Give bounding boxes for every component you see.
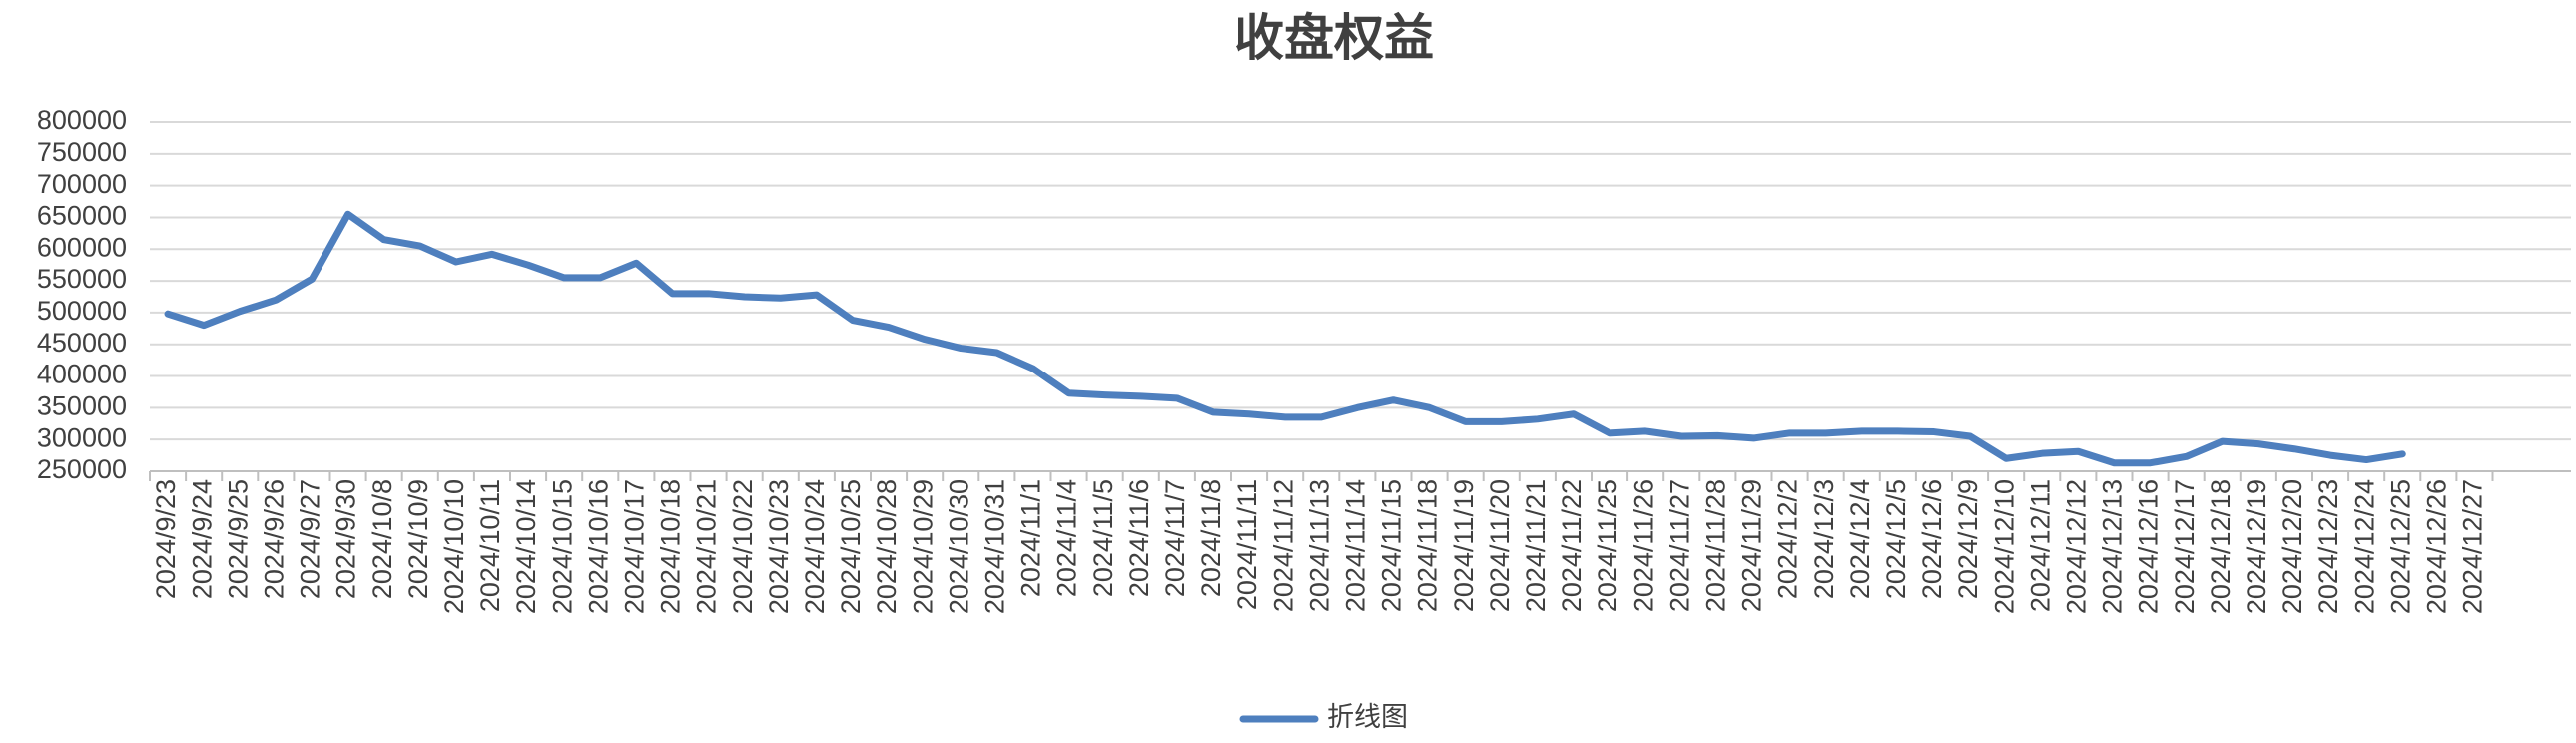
x-tick-label: 2024/11/5: [1088, 479, 1118, 597]
x-tick-label: 2024/10/10: [439, 479, 469, 614]
x-tick-label: 2024/9/23: [151, 479, 181, 599]
x-tick-label: 2024/12/23: [2313, 479, 2343, 614]
x-tick-label: 2024/11/15: [1377, 479, 1407, 612]
x-tick-label: 2024/11/20: [1485, 479, 1515, 612]
x-tick-label: 2024/10/9: [403, 479, 433, 599]
y-tick-label: 300000: [37, 422, 127, 452]
x-tick-label: 2024/12/24: [2349, 479, 2379, 614]
x-tick-label: 2024/11/18: [1413, 479, 1443, 612]
y-tick-label: 250000: [37, 454, 127, 484]
x-tick-label: 2024/11/19: [1449, 479, 1479, 612]
x-tick-label: 2024/9/27: [296, 479, 325, 599]
y-tick-label: 550000: [37, 264, 127, 294]
x-tick-label: 2024/10/14: [511, 479, 541, 614]
x-tick-label: 2024/9/26: [259, 479, 289, 599]
x-tick-label: 2024/12/12: [2061, 479, 2091, 614]
y-tick-label: 500000: [37, 296, 127, 326]
x-tick-label: 2024/12/19: [2242, 479, 2271, 614]
x-tick-label: 2024/10/11: [475, 479, 505, 612]
y-tick-label: 350000: [37, 390, 127, 420]
x-tick-label: 2024/10/29: [908, 479, 938, 614]
x-tick-label: 2024/11/29: [1737, 479, 1767, 612]
chart-title: 收盘权益: [1234, 10, 1434, 66]
x-tick-label: 2024/12/2: [1773, 479, 1803, 599]
x-tick-label: 2024/11/8: [1196, 479, 1226, 597]
x-tick-label: 2024/11/12: [1268, 479, 1298, 612]
x-tick-label: 2024/12/4: [1845, 479, 1875, 599]
x-tick-label: 2024/11/28: [1700, 479, 1730, 612]
x-tick-label: 2024/11/25: [1593, 479, 1622, 612]
x-tick-label: 2024/12/6: [1917, 479, 1947, 599]
x-tick-label: 2024/10/21: [692, 479, 722, 614]
x-tick-label: 2024/12/9: [1953, 479, 1983, 599]
y-tick-label: 450000: [37, 328, 127, 358]
x-tick-label: 2024/9/30: [331, 479, 361, 599]
x-tick-label: 2024/12/17: [2170, 479, 2200, 614]
x-tick-label: 2024/10/30: [944, 479, 973, 614]
y-tick-label: 600000: [37, 232, 127, 262]
x-tick-label: 2024/12/20: [2277, 479, 2307, 614]
y-tick-label: 400000: [37, 360, 127, 389]
x-tick-label: 2024/9/24: [187, 479, 217, 599]
x-tick-label: 2024/10/18: [656, 479, 686, 614]
x-tick-label: 2024/10/8: [367, 479, 397, 599]
x-tick-label: 2024/11/22: [1557, 479, 1587, 612]
x-tick-label: 2024/10/28: [872, 479, 902, 614]
x-tick-label: 2024/10/23: [764, 479, 794, 614]
x-tick-label: 2024/12/11: [2025, 479, 2055, 612]
x-tick-label: 2024/10/22: [728, 479, 758, 614]
x-tick-label: 2024/12/27: [2458, 479, 2488, 614]
y-tick-label: 700000: [37, 169, 127, 199]
x-tick-label: 2024/12/25: [2385, 479, 2415, 614]
x-tick-label: 2024/10/25: [836, 479, 866, 614]
x-tick-label: 2024/11/27: [1664, 479, 1694, 612]
x-tick-label: 2024/10/24: [800, 479, 830, 614]
x-tick-label: 2024/10/31: [979, 479, 1009, 614]
x-tick-label: 2024/12/3: [1809, 479, 1839, 599]
x-tick-label: 2024/11/1: [1016, 479, 1046, 597]
x-tick-label: 2024/11/14: [1340, 479, 1370, 612]
x-tick-label: 2024/12/26: [2421, 479, 2451, 614]
x-tick-label: 2024/12/18: [2206, 479, 2236, 614]
x-tick-label: 2024/10/15: [547, 479, 577, 614]
x-tick-label: 2024/11/26: [1628, 479, 1658, 612]
x-tick-label: 2024/12/13: [2098, 479, 2128, 614]
legend-label: 折线图: [1327, 702, 1408, 732]
x-tick-label: 2024/12/16: [2134, 479, 2164, 614]
x-tick-label: 2024/12/5: [1881, 479, 1911, 599]
y-tick-label: 750000: [37, 137, 127, 167]
x-tick-label: 2024/10/16: [583, 479, 613, 614]
x-tick-label: 2024/11/6: [1124, 479, 1154, 597]
y-tick-label: 800000: [37, 105, 127, 135]
y-tick-label: 650000: [37, 201, 127, 231]
x-tick-label: 2024/11/21: [1521, 479, 1551, 612]
x-tick-label: 2024/12/10: [1989, 479, 2019, 614]
data-line: [164, 210, 2406, 467]
x-tick-label: 2024/11/7: [1160, 479, 1190, 597]
x-tick-label: 2024/10/17: [619, 479, 649, 614]
x-tick-label: 2024/9/25: [223, 479, 253, 599]
x-tick-label: 2024/11/11: [1232, 479, 1262, 610]
x-tick-label: 2024/11/4: [1052, 479, 1082, 597]
x-tick-label: 2024/11/13: [1304, 479, 1334, 612]
